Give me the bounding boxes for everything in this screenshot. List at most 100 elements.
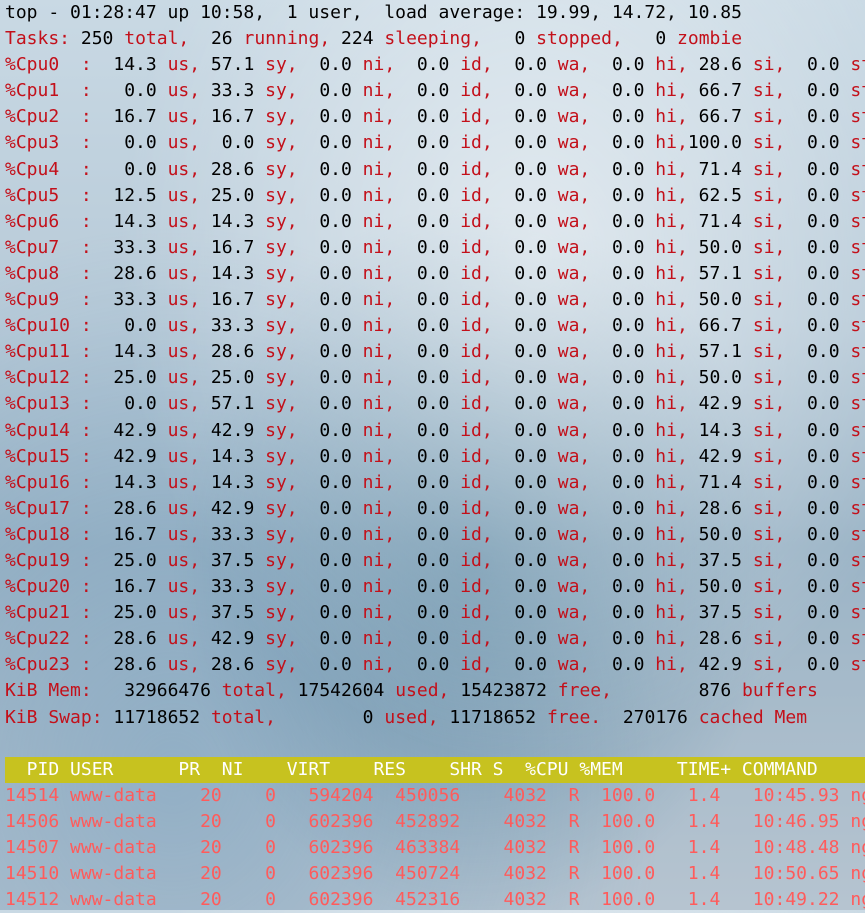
cpu-field-label: hi,	[644, 341, 688, 363]
cpu-ni: 0.0	[297, 184, 352, 206]
process-table[interactable]: 14514 www-data 20 0 594204 450056 4032 R…	[0, 783, 865, 913]
tasks-total-label: total,	[124, 28, 190, 50]
cpu-field-label: id,	[449, 210, 493, 232]
cpu-st: 0.0	[785, 315, 840, 337]
cpu-field-label: :	[70, 236, 103, 258]
cpu-field-label: wa,	[546, 419, 591, 441]
cpu-row: %Cpu6 : 14.3 us, 14.3 sy, 0.0 ni, 0.0 id…	[0, 209, 865, 235]
tasks-running-label: running,	[243, 28, 331, 50]
cpu-field-label: id,	[449, 80, 493, 102]
cpu-field-label: si,	[742, 445, 786, 467]
cpu-field-label: wa,	[546, 549, 591, 571]
cpu-name: %Cpu23	[5, 654, 71, 676]
process-pr: 20	[167, 863, 222, 885]
process-virt: 594204	[275, 784, 374, 806]
cpu-field-label: sy,	[254, 471, 298, 493]
cpu-row: %Cpu10 : 0.0 us, 33.3 sy, 0.0 ni, 0.0 id…	[0, 313, 865, 339]
cpu-field-label: ni,	[351, 628, 396, 650]
cpu-ni: 0.0	[297, 445, 352, 467]
cpu-field-label: id,	[449, 602, 493, 624]
cpu-field-label: ni,	[351, 471, 396, 493]
cpu-row: %Cpu11 : 14.3 us, 28.6 sy, 0.0 ni, 0.0 i…	[0, 339, 865, 365]
cpu-field-label: id,	[449, 158, 493, 180]
tasks-total: 250	[80, 28, 114, 50]
cpu-field-label: wa,	[546, 184, 591, 206]
cpu-hi: 0.0	[590, 315, 645, 337]
cpu-row: %Cpu23 : 28.6 us, 28.6 sy, 0.0 ni, 0.0 i…	[0, 652, 865, 678]
process-row[interactable]: 14512 www-data 20 0 602396 452316 4032 R…	[0, 887, 865, 913]
cpu-field-label: id,	[449, 445, 493, 467]
mem-buffers: 876	[698, 680, 732, 702]
cpu-field-label: hi,	[644, 549, 688, 571]
cpu-field-label: hi,	[644, 158, 688, 180]
process-row[interactable]: 14514 www-data 20 0 594204 450056 4032 R…	[0, 783, 865, 809]
mem-free: 15423872	[460, 680, 547, 702]
cpu-field-label: us,	[156, 262, 201, 284]
cpu-field-label: id,	[449, 315, 493, 337]
cpu-field-label: st	[850, 576, 865, 598]
cpu-wa: 0.0	[492, 262, 547, 284]
process-mem: 1.4	[655, 837, 721, 858]
cpu-field-label: us,	[156, 576, 201, 598]
mem-used-label: used,	[395, 680, 450, 702]
cpu-field-label: wa,	[546, 523, 591, 545]
cpu-field-label: si,	[742, 393, 786, 415]
cpu-field-label: wa,	[546, 654, 591, 676]
cpu-us: 14.3	[102, 341, 157, 363]
cpu-field-label: :	[70, 341, 103, 363]
cpu-field-label: si,	[742, 80, 786, 102]
cpu-us: 16.7	[102, 523, 157, 545]
cpu-field-label: :	[70, 54, 103, 76]
cpu-field-label: hi,	[644, 419, 688, 441]
cpu-row: %Cpu18 : 16.7 us, 33.3 sy, 0.0 ni, 0.0 i…	[0, 522, 865, 548]
cpu-st: 0.0	[785, 236, 840, 258]
cpu-ni: 0.0	[297, 576, 352, 598]
cpu-field-label: id,	[449, 236, 493, 258]
cpu-field-label: sy,	[254, 236, 298, 258]
cpu-field-label: ni,	[351, 654, 396, 676]
process-cmd: nginx	[850, 784, 865, 806]
cpu-field-label: us,	[156, 236, 201, 258]
process-time: 10:49.22	[720, 889, 840, 911]
cpu-hi: 0.0	[590, 419, 645, 441]
cpu-id: 0.0	[395, 132, 450, 154]
process-cpu: 100.0	[579, 784, 656, 806]
cpu-st: 0.0	[785, 262, 840, 284]
cpu-field-label: :	[70, 497, 103, 519]
cpu-field-label: sy,	[254, 628, 298, 650]
process-row[interactable]: 14506 www-data 20 0 602396 452892 4032 R…	[0, 809, 865, 835]
cpu-field-label: :	[70, 471, 103, 493]
cpu-st: 0.0	[785, 602, 840, 624]
cpu-wa: 0.0	[492, 210, 547, 232]
cpu-id: 0.0	[395, 341, 450, 363]
cpu-wa: 0.0	[492, 236, 547, 258]
cpu-field-label: sy,	[254, 654, 298, 676]
process-row[interactable]: 14507 www-data 20 0 602396 463384 4032 R…	[0, 835, 865, 861]
cpu-name: %Cpu7	[5, 236, 71, 258]
cpu-st: 0.0	[785, 497, 840, 519]
cpu-id: 0.0	[395, 80, 450, 102]
cpu-field-label: st	[850, 367, 865, 389]
cpu-row: %Cpu21 : 25.0 us, 37.5 sy, 0.0 ni, 0.0 i…	[0, 600, 865, 626]
cpu-ni: 0.0	[297, 106, 352, 128]
process-shr: 4032	[460, 889, 547, 911]
cpu-field-label: wa,	[546, 315, 591, 337]
cpu-id: 0.0	[395, 106, 450, 128]
cpu-wa: 0.0	[492, 393, 547, 415]
cpu-field-label: st	[850, 132, 865, 154]
process-pid: 14514	[5, 784, 60, 806]
cpu-field-label: hi,	[644, 523, 688, 545]
process-row[interactable]: 14510 www-data 20 0 602396 450724 4032 R…	[0, 861, 865, 887]
process-mem: 1.4	[655, 784, 721, 806]
tasks-sleeping-label: sleeping,	[384, 28, 482, 50]
process-cpu: 100.0	[579, 889, 656, 911]
cpu-us: 42.9	[102, 445, 157, 467]
cpu-name: %Cpu2	[5, 106, 71, 128]
cpu-field-label: ni,	[351, 576, 396, 598]
cpu-st: 0.0	[785, 210, 840, 232]
cpu-field-label: :	[70, 419, 103, 441]
cpu-id: 0.0	[395, 262, 450, 284]
cpu-row: %Cpu7 : 33.3 us, 16.7 sy, 0.0 ni, 0.0 id…	[0, 235, 865, 261]
cpu-field-label: :	[70, 654, 103, 676]
